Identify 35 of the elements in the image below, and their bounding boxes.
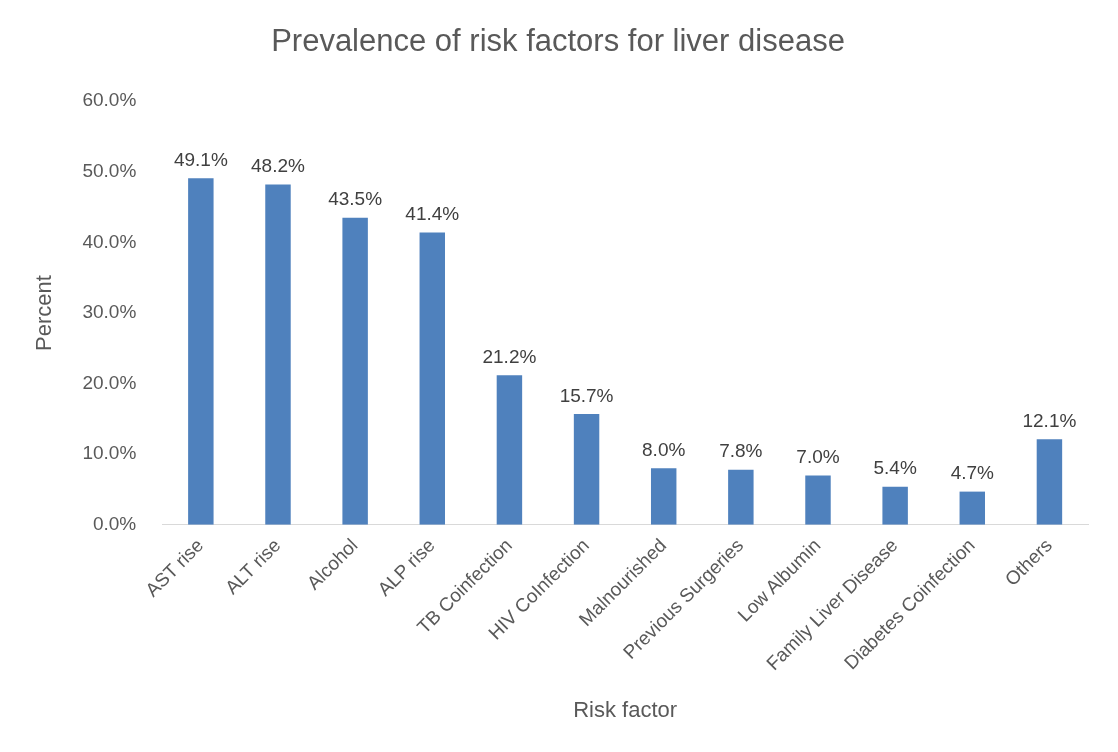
data-label: 12.1% bbox=[1022, 410, 1077, 432]
y-tick-label: 50.0% bbox=[82, 160, 137, 182]
y-tick-label: 30.0% bbox=[82, 301, 137, 323]
x-tick-label: ALT rise bbox=[220, 534, 285, 599]
data-label: 49.1% bbox=[173, 148, 228, 170]
x-axis-title: Risk factor bbox=[573, 696, 678, 722]
bar bbox=[265, 184, 291, 525]
y-tick-label: 20.0% bbox=[82, 371, 137, 393]
bar bbox=[959, 491, 986, 525]
y-axis-title: Percent bbox=[31, 275, 57, 351]
data-label: 8.0% bbox=[642, 439, 686, 461]
bar bbox=[188, 178, 214, 525]
bar bbox=[419, 232, 446, 525]
data-label: 43.5% bbox=[328, 188, 383, 210]
data-label: 4.7% bbox=[950, 462, 995, 484]
data-label: 7.0% bbox=[796, 446, 840, 468]
data-label: 21.2% bbox=[482, 345, 537, 367]
y-tick-label: 60.0% bbox=[82, 89, 137, 111]
data-label: 15.7% bbox=[559, 384, 614, 406]
bar bbox=[882, 486, 908, 525]
bar bbox=[728, 469, 754, 525]
chart-title: Prevalence of risk factors for liver disease bbox=[271, 23, 845, 59]
data-label: 41.4% bbox=[405, 203, 460, 225]
bar bbox=[342, 217, 368, 525]
data-label: 7.8% bbox=[719, 440, 763, 462]
bar bbox=[496, 375, 523, 525]
bar bbox=[573, 413, 600, 525]
y-tick-label: 0.0% bbox=[92, 513, 137, 535]
data-label: 48.2% bbox=[251, 155, 306, 177]
bar bbox=[1036, 439, 1063, 525]
bar bbox=[805, 475, 831, 525]
y-tick-label: 40.0% bbox=[82, 230, 137, 252]
bar bbox=[650, 468, 677, 525]
y-tick-label: 10.0% bbox=[82, 442, 137, 464]
data-label: 5.4% bbox=[873, 457, 917, 479]
